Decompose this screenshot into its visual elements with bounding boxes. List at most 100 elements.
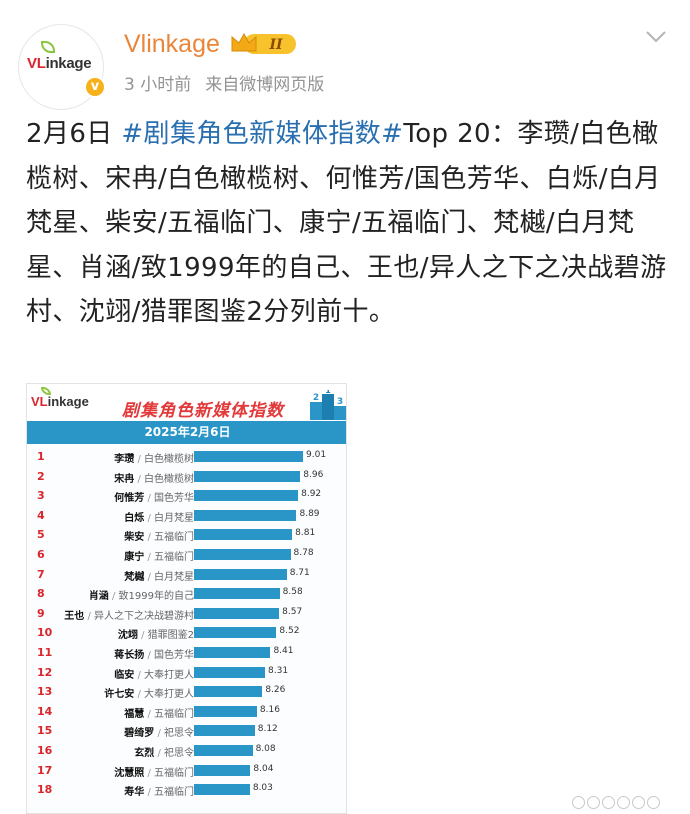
role-label: 临安 / 大奉打更人: [114, 669, 194, 681]
rank-number: 10: [37, 626, 53, 640]
role-label: 许七安 / 大奉打更人: [104, 689, 194, 701]
index-value: 8.41: [273, 646, 294, 656]
index-bar: [194, 588, 280, 600]
rank-number: 11: [37, 646, 53, 659]
ranking-row: 9 王也 / 异人之下之决战碧游村 8.57: [27, 604, 346, 624]
role-label: 肖涵 / 致1999年的自己: [88, 591, 194, 603]
role-name: 王也: [64, 610, 85, 622]
show-name: 大奉打更人: [144, 689, 194, 701]
role-label: 蒋长扬 / 国色芳华: [114, 650, 194, 661]
action-dot-icon[interactable]: [617, 796, 630, 809]
index-bar: [194, 451, 303, 462]
rank-number: 17: [37, 763, 53, 777]
index-bar: [194, 764, 251, 776]
action-dot-icon[interactable]: [602, 796, 615, 809]
ranking-row: 8 肖涵 / 致1999年的自己 8.58: [27, 584, 346, 604]
show-name: 祀思令: [164, 748, 194, 759]
show-name: 白色橄榄树: [144, 473, 194, 485]
ranking-row: 1 李瓒 / 白色橄榄树 9.01: [27, 447, 346, 467]
ranking-row: 10 沈翊 / 猎罪图鉴2 8.52: [27, 623, 346, 643]
podium-icon: 2 1 3: [310, 390, 346, 420]
card-title: 剧集角色新媒体指数: [122, 401, 284, 421]
action-dot-icon[interactable]: [647, 796, 660, 809]
index-bar: [194, 745, 253, 756]
index-value: 8.52: [279, 626, 300, 637]
level-badge-text: II: [268, 37, 283, 53]
avatar[interactable]: VLinkage: [18, 24, 104, 110]
role-name: 梵樾: [124, 571, 145, 583]
index-value: 8.04: [253, 763, 274, 774]
show-name: 国色芳华: [154, 493, 194, 505]
rank-number: 12: [37, 665, 53, 679]
rank-number: 2: [37, 469, 45, 483]
action-dot-icon[interactable]: [632, 796, 645, 809]
role-label: 沈翊 / 猎罪图鉴2: [117, 630, 194, 642]
show-name: 白月梵星: [154, 571, 194, 583]
role-name: 沈慧照: [114, 767, 145, 779]
role-label: 玄烈 / 祀思令: [134, 748, 194, 759]
index-value: 8.71: [289, 567, 310, 578]
ranking-image[interactable]: VLinkage 剧集角色新媒体指数 2 1 3 2025年2月6日 1 李瓒 /…: [26, 383, 347, 814]
index-value: 8.12: [257, 724, 278, 735]
rank-number: 1: [37, 450, 45, 463]
role-name: 寿华: [124, 787, 145, 799]
role-name: 玄烈: [134, 748, 155, 759]
ranking-row: 13 许七安 / 大奉打更人 8.26: [27, 682, 346, 702]
ranking-row: 17 沈慧照 / 五福临门 8.04: [27, 761, 346, 781]
role-name: 柴安: [124, 532, 145, 544]
rank-number: 5: [37, 528, 45, 542]
index-value: 8.26: [265, 685, 286, 696]
role-label: 梵樾 / 白月梵星: [124, 571, 194, 583]
show-name: 祀思令: [164, 728, 194, 740]
hashtag-link[interactable]: #剧集角色新媒体指数#: [121, 119, 404, 149]
rank-number: 18: [37, 783, 53, 797]
index-bar: [194, 470, 301, 482]
action-dot-icon[interactable]: [587, 796, 600, 809]
index-bar: [194, 725, 255, 737]
index-bar: [194, 705, 257, 717]
post-time[interactable]: 3 小时前: [124, 75, 192, 95]
ranking-row: 5 柴安 / 五福临门 8.81: [27, 525, 346, 545]
role-label: 白烁 / 白月梵星: [124, 512, 194, 524]
crown-level-icon[interactable]: II: [230, 31, 298, 57]
rank-number: 13: [37, 685, 53, 699]
index-bar: [194, 686, 263, 698]
rank-number: 8: [37, 587, 45, 601]
index-bar: [194, 666, 266, 678]
podium-2: 2: [313, 393, 319, 403]
rank-number: 3: [37, 489, 45, 503]
card-logo: VLinkage: [31, 394, 89, 409]
avatar-logo: VLinkage: [27, 55, 92, 72]
role-name: 肖涵: [88, 591, 109, 603]
index-bar: [194, 549, 291, 560]
chevron-down-icon[interactable]: [645, 30, 667, 44]
ranking-list: 1 李瓒 / 白色橄榄树 9.01 2 宋冉 / 白色橄榄树 8.96 3 何惟芳 / 国色芳…: [27, 444, 346, 813]
role-name: 碧绮罗: [124, 728, 155, 740]
role-name: 福慧: [124, 708, 145, 720]
index-value: 8.57: [282, 606, 303, 617]
rank-number: 6: [37, 548, 45, 561]
show-name: 猎罪图鉴2: [147, 630, 194, 642]
role-label: 寿华 / 五福临门: [124, 787, 194, 799]
index-value: 8.78: [293, 548, 314, 558]
show-name: 五福临门: [154, 708, 194, 720]
post-meta: 3 小时前 来自微博网页版: [124, 70, 324, 95]
post-source: 来自微博网页版: [205, 75, 325, 95]
post-text: 2月6日 #剧集角色新媒体指数#Top 20：李瓒/白色橄榄树、宋冉/白色橄榄树…: [26, 112, 668, 335]
show-name: 五福临门: [154, 767, 194, 779]
index-bar: [194, 490, 299, 502]
role-label: 福慧 / 五福临门: [124, 708, 194, 720]
podium-1: 1: [325, 390, 331, 395]
floating-actions: [572, 794, 672, 809]
index-value: 8.03: [252, 783, 273, 794]
role-name: 沈翊: [117, 630, 138, 642]
action-dot-icon[interactable]: [572, 796, 585, 809]
username-link[interactable]: Vlinkage: [124, 30, 220, 58]
role-name: 临安: [114, 669, 135, 681]
role-label: 沈慧照 / 五福临门: [114, 767, 194, 779]
role-label: 康宁 / 五福临门: [124, 552, 194, 563]
index-value: 8.08: [255, 744, 276, 754]
show-name: 白月梵星: [154, 512, 194, 524]
index-bar: [194, 607, 280, 619]
index-value: 8.89: [299, 508, 320, 519]
